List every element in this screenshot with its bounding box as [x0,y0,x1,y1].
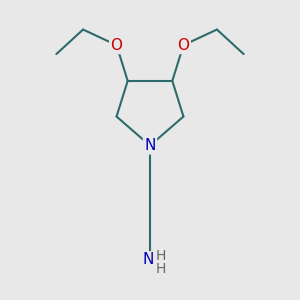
Text: H: H [156,249,166,263]
Text: N: N [142,252,154,267]
Text: O: O [178,38,190,53]
Text: O: O [110,38,122,53]
Text: N: N [144,138,156,153]
Text: H: H [156,262,166,276]
